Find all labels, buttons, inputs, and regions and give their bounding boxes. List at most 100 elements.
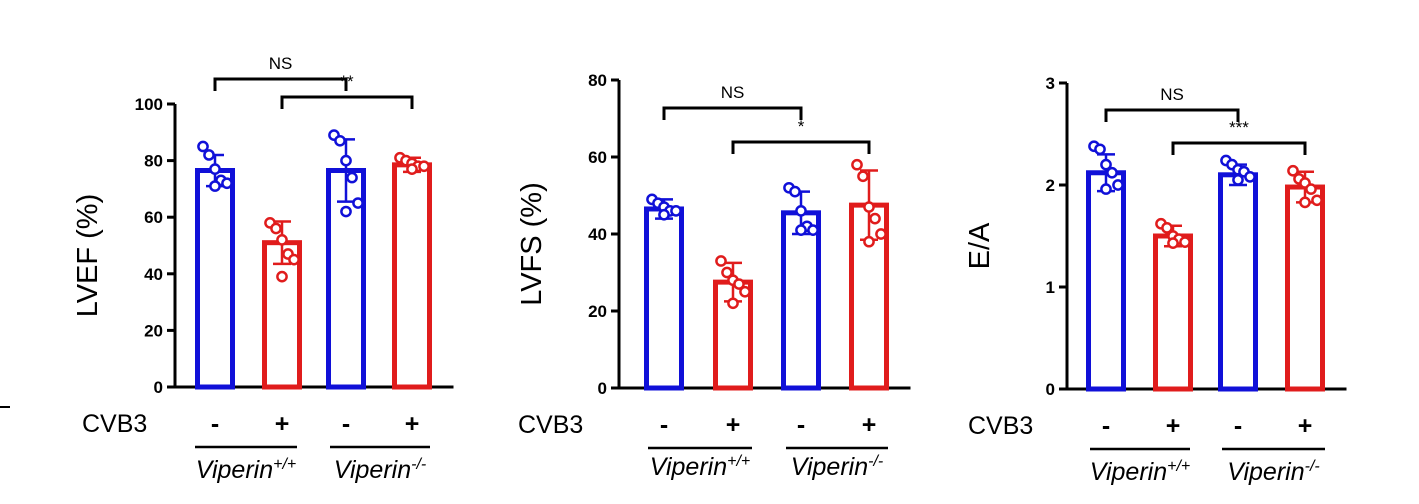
significance-bracket bbox=[1171, 141, 1307, 155]
chart-panel: 0 1 2 3 E/A - + - + CVB3 Viperin+/+ Viperin-/- NS *** bbox=[964, 74, 1347, 486]
bar bbox=[1153, 233, 1193, 392]
condition-label: CVB3 bbox=[518, 411, 583, 439]
data-point bbox=[795, 224, 807, 236]
group-label: Viperin+/+ bbox=[1090, 458, 1191, 486]
data-point bbox=[352, 197, 364, 209]
chart-panel: 0 20 40 60 80 LVFS (%) - + - + CVB3 Viperin+/+ Viper… bbox=[516, 71, 911, 481]
y-tick-label: 80 bbox=[588, 71, 607, 90]
y-tick-label: 0 bbox=[1046, 380, 1055, 399]
y-tick-label: 0 bbox=[598, 379, 607, 398]
group-label: Viperin-/- bbox=[1227, 458, 1319, 486]
significance-bracket bbox=[1104, 108, 1240, 122]
bar bbox=[1218, 172, 1258, 392]
group-label: Viperin+/+ bbox=[650, 453, 751, 481]
x-tick-label: - bbox=[660, 411, 668, 439]
data-point bbox=[857, 170, 869, 183]
data-point bbox=[789, 185, 801, 198]
data-point bbox=[863, 235, 875, 248]
y-tick-label: 60 bbox=[588, 148, 607, 167]
data-point bbox=[733, 278, 745, 290]
y-tick-label: 40 bbox=[588, 225, 607, 244]
data-point bbox=[1232, 174, 1244, 186]
condition-label: CVB3 bbox=[968, 412, 1033, 440]
data-point bbox=[1100, 183, 1112, 195]
data-point bbox=[1112, 179, 1124, 191]
significance-bracket bbox=[280, 95, 414, 109]
y-tick-label: 100 bbox=[135, 95, 163, 114]
chart-panel: 0 20 40 60 80 100 LVEF (%) - + - + CVB3 Viperin+/+ Vi… bbox=[72, 54, 454, 484]
y-tick-label: 80 bbox=[144, 152, 163, 171]
significance-bracket bbox=[213, 77, 348, 91]
y-tick-label: 20 bbox=[588, 302, 607, 321]
group-label: Viperin+/+ bbox=[196, 456, 297, 484]
data-point bbox=[795, 205, 807, 217]
y-tick-label: 60 bbox=[144, 208, 163, 227]
group-label: Viperin-/- bbox=[334, 456, 426, 484]
data-point bbox=[340, 154, 352, 167]
x-tick-label: + bbox=[726, 411, 741, 439]
data-point bbox=[276, 233, 288, 246]
y-axis-label: LVEF (%) bbox=[72, 194, 104, 318]
data-point bbox=[1287, 164, 1299, 177]
data-point bbox=[209, 180, 221, 192]
significance-bracket bbox=[731, 140, 871, 154]
data-point bbox=[658, 208, 670, 221]
y-tick-label: 40 bbox=[144, 265, 163, 284]
data-point bbox=[721, 266, 733, 279]
significance-label: NS bbox=[1160, 85, 1184, 104]
y-tick-label: 20 bbox=[144, 321, 163, 340]
data-point bbox=[715, 255, 727, 267]
bar bbox=[644, 206, 684, 391]
data-point bbox=[1299, 196, 1311, 209]
data-point bbox=[346, 171, 358, 184]
data-point bbox=[1305, 183, 1317, 195]
x-tick-label: - bbox=[797, 411, 805, 439]
x-tick-label: - bbox=[211, 410, 219, 438]
bar bbox=[195, 168, 235, 390]
data-point bbox=[406, 163, 418, 175]
data-point bbox=[197, 140, 209, 153]
data-point bbox=[1167, 237, 1179, 249]
x-tick-label: - bbox=[1102, 412, 1110, 440]
y-tick-label: 1 bbox=[1046, 278, 1055, 297]
y-tick-label: 3 bbox=[1046, 74, 1055, 93]
significance-label: ** bbox=[340, 72, 354, 91]
data-point bbox=[340, 205, 352, 218]
data-point bbox=[851, 158, 863, 171]
bar bbox=[1285, 184, 1325, 392]
data-point bbox=[1100, 158, 1112, 171]
data-point bbox=[1311, 194, 1323, 207]
data-point bbox=[875, 228, 887, 240]
significance-bracket bbox=[662, 106, 803, 120]
bar bbox=[392, 162, 432, 390]
data-point bbox=[1161, 221, 1173, 234]
data-point bbox=[739, 285, 751, 298]
bar bbox=[781, 210, 821, 391]
data-point bbox=[334, 134, 346, 147]
significance-label: *** bbox=[1229, 118, 1249, 137]
x-tick-label: - bbox=[1234, 412, 1242, 440]
bar bbox=[1086, 170, 1126, 392]
x-tick-label: + bbox=[1298, 412, 1313, 440]
y-axis-label: E/A bbox=[964, 222, 996, 269]
data-point bbox=[1106, 166, 1118, 179]
data-point bbox=[807, 224, 819, 236]
data-point bbox=[221, 177, 233, 190]
significance-label: * bbox=[798, 117, 805, 136]
x-tick-label: + bbox=[862, 411, 877, 439]
y-axis-label: LVFS (%) bbox=[516, 182, 548, 306]
y-tick-label: 2 bbox=[1046, 176, 1055, 195]
x-tick-label: + bbox=[275, 410, 290, 438]
data-point bbox=[203, 149, 215, 161]
data-point bbox=[270, 222, 282, 235]
data-point bbox=[1094, 143, 1106, 156]
significance-label: NS bbox=[269, 54, 293, 73]
x-tick-label: + bbox=[405, 410, 420, 438]
data-point bbox=[863, 201, 875, 213]
condition-label: CVB3 bbox=[82, 410, 147, 438]
data-point bbox=[1244, 170, 1256, 183]
y-tick-label: 0 bbox=[154, 378, 163, 397]
data-point bbox=[288, 253, 300, 266]
data-point bbox=[727, 297, 739, 310]
